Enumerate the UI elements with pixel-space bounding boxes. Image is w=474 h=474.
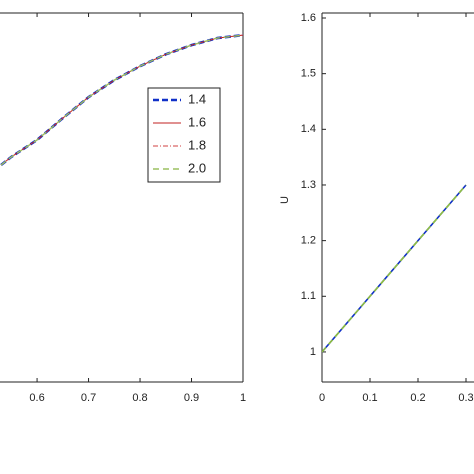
y-tick-label: 1.3 (301, 179, 316, 191)
legend-label: 2.0 (188, 160, 206, 175)
x-tick-label: 0.7 (81, 392, 96, 404)
y-axis-label: U (279, 196, 291, 204)
y-tick-label: 1.1 (301, 290, 316, 302)
x-tick-label: 0.2 (410, 392, 425, 404)
legend-label: 1.8 (188, 137, 206, 152)
x-tick-label: 0.1 (362, 392, 377, 404)
x-tick-label: 0.8 (132, 392, 147, 404)
series-line (0, 34, 243, 166)
legend-label: 1.6 (188, 114, 206, 129)
x-tick-label: 1 (240, 392, 246, 404)
y-tick-label: 1.5 (301, 68, 316, 80)
legend-label: 1.4 (188, 91, 206, 106)
y-tick-label: 1.4 (301, 123, 316, 135)
y-tick-label: 1.6 (301, 12, 316, 24)
x-tick-label: 0.6 (29, 392, 44, 404)
x-tick-label: 0 (319, 392, 325, 404)
legend-box (147, 87, 221, 183)
series-line (322, 184, 467, 353)
x-tick-label: 0.9 (184, 392, 199, 404)
y-tick-label: 1.2 (301, 235, 316, 247)
x-tick-label: 0.3 (458, 392, 473, 404)
y-tick-label: 1 (310, 346, 316, 358)
